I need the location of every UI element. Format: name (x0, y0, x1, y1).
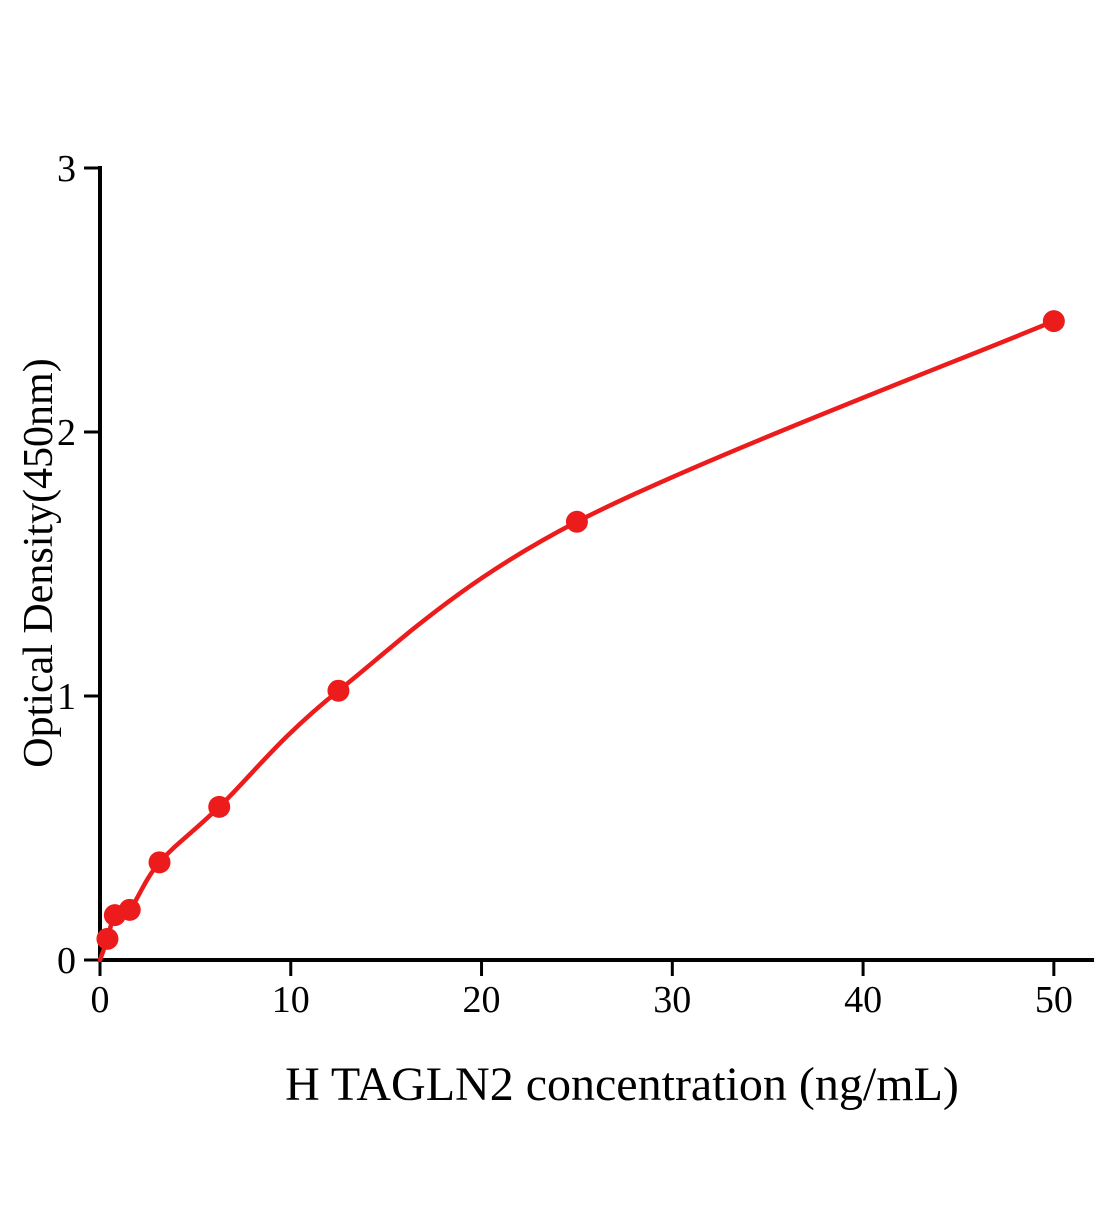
data-point (565, 510, 588, 533)
x-tick-label: 50 (1035, 979, 1073, 1021)
y-tick-label: 2 (57, 412, 76, 454)
fitted-curve (97, 318, 1057, 963)
y-tick-label: 1 (57, 676, 76, 718)
x-tick-label: 40 (844, 979, 882, 1021)
data-point (208, 795, 231, 818)
x-axis-title: H TAGLN2 concentration (ng/mL) (285, 1058, 959, 1111)
data-point (118, 898, 141, 921)
x-tick-label: 10 (272, 979, 310, 1021)
x-tick-label: 0 (91, 979, 110, 1021)
x-tick-label: 20 (463, 979, 501, 1021)
y-tick-label: 0 (57, 940, 76, 982)
data-point (96, 927, 119, 950)
x-tick-label: 30 (653, 979, 691, 1021)
data-point (148, 851, 171, 874)
y-tick-label: 3 (57, 148, 76, 190)
data-point (1042, 310, 1065, 333)
y-axis-title: Optical Density(450nm) (16, 358, 62, 767)
data-point (327, 679, 350, 702)
chart-plot-area: 0 10 20 30 40 50 0 1 2 3 (57, 148, 1094, 1021)
